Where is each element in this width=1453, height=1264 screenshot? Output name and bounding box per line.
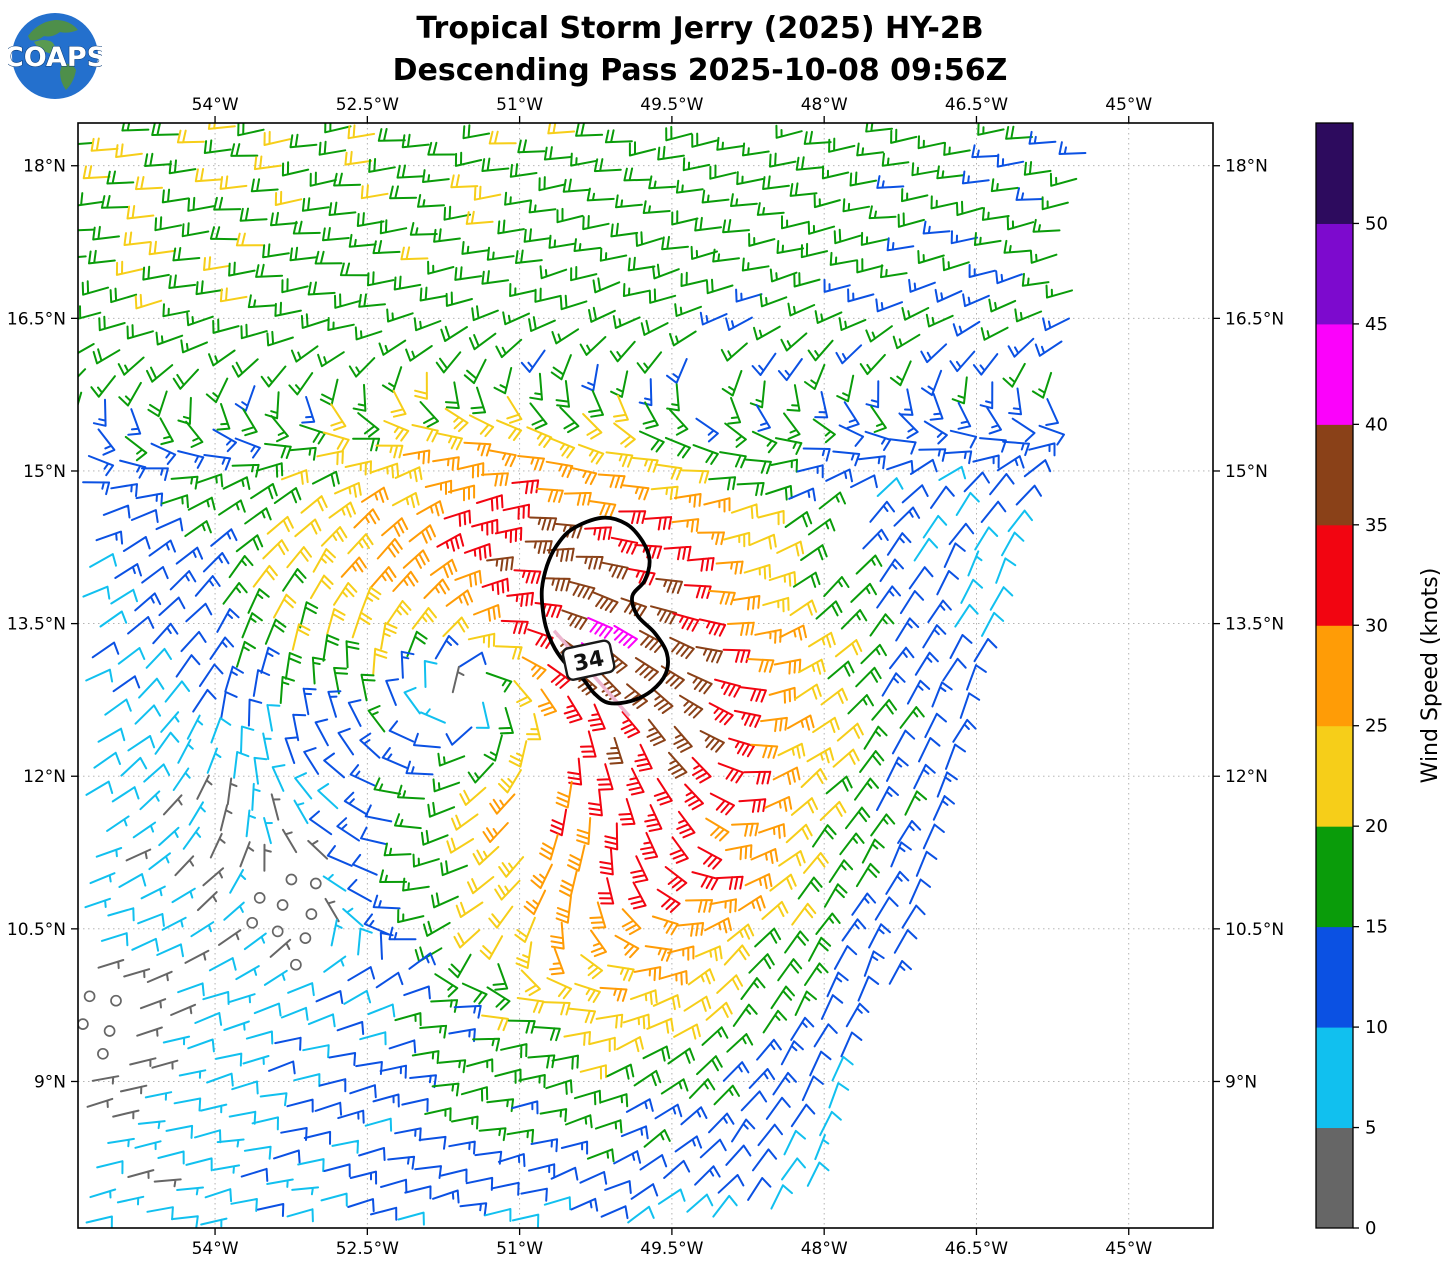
svg-text:48°W: 48°W — [801, 95, 848, 115]
svg-text:30: 30 — [1365, 615, 1388, 636]
svg-text:9°N: 9°N — [34, 1072, 66, 1092]
svg-text:12°N: 12°N — [23, 767, 66, 787]
svg-text:15°N: 15°N — [23, 462, 66, 482]
svg-text:25: 25 — [1365, 716, 1388, 737]
svg-text:10.5°N: 10.5°N — [7, 920, 66, 940]
svg-text:45°W: 45°W — [1105, 95, 1152, 115]
svg-text:35: 35 — [1365, 515, 1388, 536]
svg-text:16.5°N: 16.5°N — [7, 309, 66, 329]
svg-text:49.5°W: 49.5°W — [640, 95, 703, 115]
wind-radii-label: 34 — [561, 639, 616, 681]
wind-barb-layer — [78, 123, 1087, 1228]
svg-text:46.5°W: 46.5°W — [945, 1239, 1008, 1259]
svg-text:52.5°W: 52.5°W — [336, 95, 399, 115]
svg-text:46.5°W: 46.5°W — [945, 95, 1008, 115]
axis-ticks — [71, 116, 1220, 1235]
svg-text:12°N: 12°N — [1225, 767, 1268, 787]
title-line-1: Tropical Storm Jerry (2025) HY-2B — [416, 11, 984, 46]
plot-title: Tropical Storm Jerry (2025) HY-2B Descen… — [393, 8, 1008, 92]
continent-shape — [60, 63, 76, 90]
axis-tick-labels: 54°W 54°W 52.5°W 52.5°W 51°W 51°W 49.5°W 49.5°W… — [7, 95, 1284, 1259]
svg-text:51°W: 51°W — [496, 1239, 543, 1259]
svg-text:13.5°N: 13.5°N — [1225, 615, 1284, 635]
svg-text:34: 34 — [571, 646, 606, 677]
svg-text:50: 50 — [1365, 213, 1388, 234]
wind-radii-34kt-contour — [539, 515, 670, 706]
svg-text:10.5°N: 10.5°N — [1225, 920, 1284, 940]
svg-text:48°W: 48°W — [801, 1239, 848, 1259]
svg-text:54°W: 54°W — [192, 95, 239, 115]
svg-text:10: 10 — [1365, 1017, 1388, 1038]
svg-text:45°W: 45°W — [1105, 1239, 1152, 1259]
svg-text:9°N: 9°N — [1225, 1072, 1257, 1092]
title-line-2: Descending Pass 2025-10-08 09:56Z — [392, 53, 1008, 88]
svg-text:20: 20 — [1365, 816, 1388, 837]
svg-text:16.5°N: 16.5°N — [1225, 309, 1284, 329]
svg-text:45: 45 — [1365, 314, 1388, 335]
continent-shape — [34, 40, 55, 54]
plot-frame — [77, 122, 1214, 1229]
coaps-logo: COAPS — [8, 13, 102, 99]
svg-text:52.5°W: 52.5°W — [336, 1239, 399, 1259]
svg-text:5: 5 — [1365, 1118, 1376, 1139]
svg-text:49.5°W: 49.5°W — [640, 1239, 703, 1259]
svg-text:15°N: 15°N — [1225, 462, 1268, 482]
svg-text:54°W: 54°W — [192, 1239, 239, 1259]
svg-text:40: 40 — [1365, 414, 1388, 435]
svg-text:18°N: 18°N — [23, 157, 66, 177]
colorbar: 0 5 10 15 20 25 30 35 40 45 50 Wind Speed (knots) — [1315, 122, 1443, 1239]
svg-text:51°W: 51°W — [496, 95, 543, 115]
continent-shape — [28, 20, 78, 41]
logo-text: COAPS — [8, 42, 102, 73]
svg-text:15: 15 — [1365, 917, 1388, 938]
svg-text:18°N: 18°N — [1225, 157, 1268, 177]
svg-text:0: 0 — [1365, 1218, 1376, 1239]
colorbar-label: Wind Speed (knots) — [1418, 568, 1443, 784]
svg-text:13.5°N: 13.5°N — [7, 615, 66, 635]
